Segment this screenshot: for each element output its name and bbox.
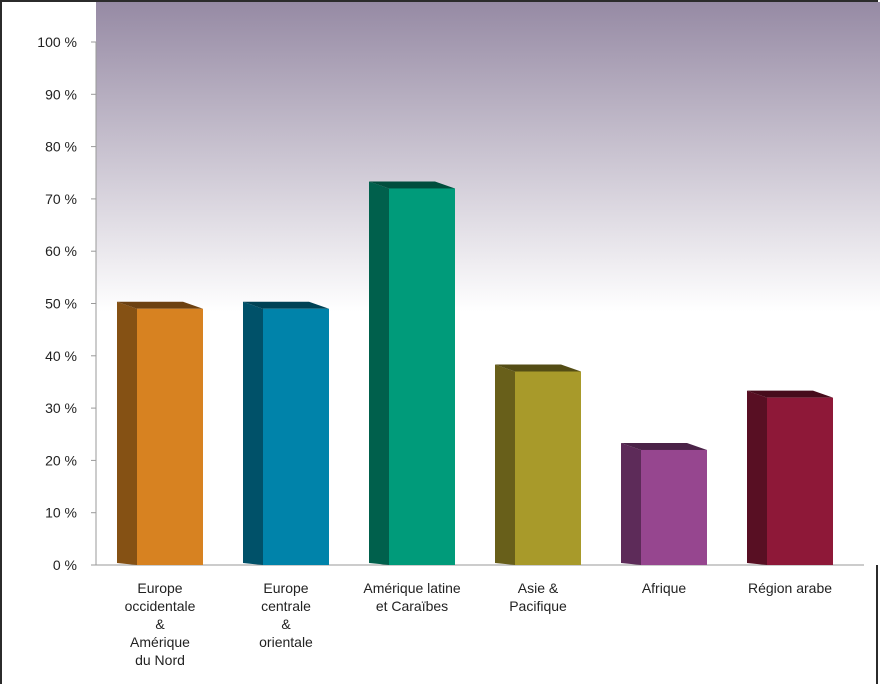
y-tick-label: 60 %	[45, 243, 77, 259]
bar-side	[243, 301, 263, 565]
bar	[621, 442, 707, 565]
bar-top	[369, 181, 455, 189]
axes: 0 % 10 % 20 % 30 % 40 % 50 % 60 % 70 % 80 % 90 % 1…	[37, 34, 864, 573]
bar-top	[621, 442, 707, 450]
y-tick-label: 100 %	[37, 34, 77, 50]
bar-front	[515, 371, 581, 565]
bar-side	[117, 301, 137, 565]
y-tick-label: 0 %	[53, 557, 77, 573]
y-tick-label: 40 %	[45, 348, 77, 364]
bar	[369, 181, 455, 565]
bar-top	[243, 301, 329, 309]
y-tick-label: 10 %	[45, 505, 77, 521]
bar-side	[747, 390, 767, 565]
y-tick-label: 30 %	[45, 400, 77, 416]
y-tick-label: 50 %	[45, 296, 77, 312]
y-tick-label: 70 %	[45, 191, 77, 207]
category-label: Afrique	[642, 580, 687, 596]
bar-top	[495, 364, 581, 372]
bar	[495, 364, 581, 565]
bar-front	[389, 188, 455, 565]
bar-front	[641, 449, 707, 565]
bar-front	[137, 308, 203, 565]
category-label: Région arabe	[748, 580, 832, 596]
bar	[117, 301, 203, 565]
y-tick-label: 20 %	[45, 452, 77, 468]
category-label: Europe centrale & orientale	[259, 580, 313, 650]
category-label: Europe occidentale & Amérique du Nord	[125, 580, 196, 668]
bar-side	[621, 442, 641, 565]
category-label: Amérique latine et Caraïbes	[363, 580, 460, 614]
y-tick-label: 90 %	[45, 86, 77, 102]
bar-top	[117, 301, 203, 309]
bar	[243, 301, 329, 565]
bar-front	[263, 308, 329, 565]
category-labels: Europe occidentale & Amérique du Nord Europe c…	[125, 580, 833, 668]
bar-front	[767, 397, 833, 565]
y-tick-label: 80 %	[45, 139, 77, 155]
bars	[117, 181, 833, 565]
bar-side	[369, 181, 389, 565]
category-label: Asie & Pacifique	[509, 580, 567, 614]
bar-side	[495, 364, 515, 565]
bar	[747, 390, 833, 565]
bar-top	[747, 390, 833, 398]
